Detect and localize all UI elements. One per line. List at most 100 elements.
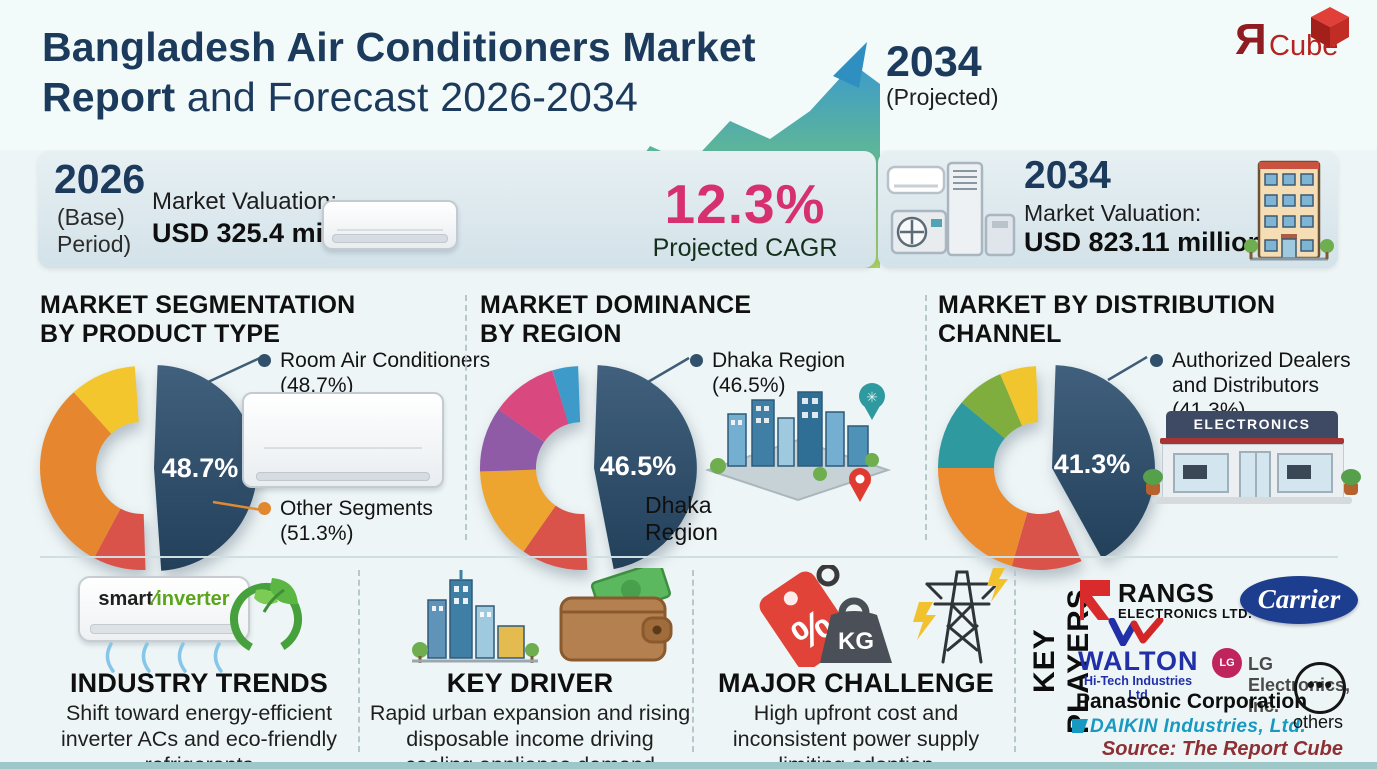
- legend-dhaka-line1: Dhaka Region: [712, 349, 846, 372]
- connector-line: [212, 500, 263, 512]
- store-window: [1173, 453, 1229, 493]
- daikin-flag-icon: [1072, 719, 1088, 733]
- key-driver-text: Rapid urban expansion and rising disposa…: [362, 700, 698, 769]
- store-window: [1277, 453, 1333, 493]
- donut-chart-product: 48.7%: [40, 365, 258, 571]
- title-line1: Bangladesh Air Conditioners Market: [42, 24, 756, 70]
- rangs-subtitle: ELECTRONICS LTD.: [1118, 606, 1253, 621]
- store-sign: ELECTRONICS: [1166, 411, 1338, 438]
- lg-logo-icon: LG: [1212, 648, 1242, 678]
- dhaka-caption-line2: Region: [645, 519, 718, 545]
- section-title-product: MARKET SEGMENTATION BY PRODUCT TYPE: [40, 291, 355, 349]
- cagr-value: 12.3%: [664, 173, 826, 235]
- svg-text:✳: ✳: [866, 389, 878, 405]
- dhaka-region-caption: Dhaka Region: [645, 492, 718, 546]
- donut-chart-channel: 41.3%: [937, 365, 1155, 570]
- base-period-line1: (Base): [57, 204, 125, 230]
- smart-label: smart: [98, 588, 153, 610]
- section-title-region-line1: MARKET DOMINANCE: [480, 291, 752, 319]
- base-year: 2026: [54, 156, 146, 202]
- forecast-year: 2034: [1024, 154, 1111, 197]
- airflow-arcs-icon: [105, 642, 223, 673]
- carrier-name: Carrier: [1257, 584, 1341, 614]
- source-note: Source: The Report Cube: [1101, 738, 1343, 760]
- daikin-name: DAIKIN Industries, Ltd.: [1090, 716, 1307, 737]
- price-tag-weight-icon: % KG: [759, 565, 892, 667]
- store-body: [1162, 444, 1344, 501]
- legend-room-air-conditioners: Room Air Conditioners (48.7%): [258, 348, 490, 398]
- cagr-block: 12.3% Projected CAGR: [612, 176, 878, 263]
- section-title-channel-line2: CHANNEL: [938, 320, 1062, 348]
- donut-product-center-label: 48.7%: [162, 453, 239, 483]
- report-cube-logo: Я Cube: [1209, 4, 1359, 70]
- major-challenge-text: High upfront cost and inconsistent power…: [700, 700, 1012, 769]
- others-icon: •••: [1294, 662, 1346, 714]
- connector-line: [207, 356, 261, 384]
- walton-name: WALTON: [1078, 646, 1199, 676]
- divider-horizontal: [40, 556, 1338, 558]
- connector-line: [1107, 355, 1148, 382]
- forecast-valuation-value: USD 823.11 million: [1024, 227, 1265, 257]
- legend-room-ac-line1: Room Air Conditioners: [280, 349, 491, 372]
- key-driver-line2: disposable income driving: [406, 727, 654, 751]
- donut-chart-region: 46.5%: [480, 365, 697, 570]
- legend-dot: [690, 354, 703, 367]
- wallet-money-icon: [559, 568, 673, 662]
- industry-trends-line1: Shift toward energy-efficient: [65, 701, 333, 725]
- legend-dot: [258, 502, 271, 515]
- projected-label: (Projected): [886, 84, 999, 110]
- tv-icon: [1183, 465, 1207, 479]
- legend-dhaka-region: Dhaka Region (46.5%): [690, 348, 845, 398]
- walton-subtitle: Hi-Tech Industries Ltd: [1083, 674, 1193, 702]
- inverter-label: inverter: [156, 588, 230, 610]
- projected-year: 2034: [886, 38, 982, 86]
- divider-dashed: [465, 295, 467, 540]
- donut-region-center-label: 46.5%: [600, 451, 677, 481]
- legend-other-segments-line2: (51.3%): [280, 522, 354, 545]
- major-challenge-title: MAJOR CHALLENGE: [717, 668, 994, 698]
- legend-room-ac-line2: (48.7%): [280, 374, 354, 397]
- page-title: Bangladesh Air Conditioners Market Repor…: [42, 22, 756, 122]
- building-icon: [1244, 160, 1334, 261]
- base-period-label: (Base) Period): [57, 204, 131, 258]
- legend-other-segments: Other Segments (51.3%): [258, 496, 433, 546]
- rangs-logo-icon: [1080, 580, 1110, 620]
- room-ac-illustration: [242, 392, 444, 488]
- store-base: [1152, 497, 1352, 504]
- section-title-region-line2: BY REGION: [480, 320, 622, 348]
- divider-dashed: [692, 570, 694, 752]
- title-line2-bold: Report: [42, 74, 176, 120]
- base-period-line2: Period): [57, 231, 132, 257]
- store-stripe: [1160, 438, 1344, 444]
- section-title-channel: MARKET BY DISTRIBUTION CHANNEL: [938, 291, 1275, 349]
- eco-leaf-icon: [230, 578, 302, 655]
- section-title-product-line2: BY PRODUCT TYPE: [40, 320, 281, 348]
- ac-equipment-icons: [886, 161, 1016, 257]
- power-tower-icon: [913, 568, 1008, 664]
- major-challenge-line2: inconsistent power supply: [732, 727, 980, 751]
- slash-glyph: ⁄: [152, 588, 157, 610]
- section-title-product-line1: MARKET SEGMENTATION: [40, 291, 356, 319]
- connector-line: [647, 356, 690, 384]
- section-title-region: MARKET DOMINANCE BY REGION: [480, 291, 751, 349]
- key-driver-line1: Rapid urban expansion and rising: [369, 701, 691, 725]
- title-line2-rest: and Forecast 2026-2034: [175, 74, 639, 120]
- red-cube-icon: [1311, 7, 1349, 48]
- teal-map-pin-icon: ✳: [859, 383, 885, 420]
- section-title-channel-line1: MARKET BY DISTRIBUTION: [938, 291, 1276, 319]
- industry-trends-title: INDUSTRY TRENDS: [69, 668, 329, 698]
- legend-other-segments-line1: Other Segments: [280, 497, 433, 520]
- others-label: others: [1292, 712, 1344, 732]
- rangs-name: RANGS: [1118, 578, 1215, 608]
- donut-channel-center-label: 41.3%: [1054, 449, 1131, 479]
- cagr-label: Projected CAGR: [652, 234, 838, 262]
- arrow-head-icon: [833, 42, 867, 88]
- smart-inverter-ac-icon: smart⁄inverter: [78, 576, 250, 642]
- legend-dot: [258, 354, 271, 367]
- industry-trends-text: Shift toward energy-efficient inverter A…: [40, 700, 358, 769]
- key-driver-title: KEY DRIVER: [446, 668, 614, 698]
- forecast-valuation-label: Market Valuation:: [1024, 200, 1202, 226]
- logo-r-glyph: Я: [1235, 15, 1267, 64]
- divider-dashed: [358, 570, 360, 752]
